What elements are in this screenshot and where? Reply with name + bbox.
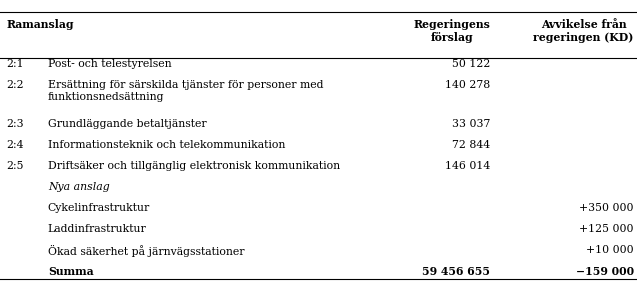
Text: 2:5: 2:5: [6, 161, 24, 171]
Text: Post- och telestyrelsen: Post- och telestyrelsen: [48, 59, 171, 69]
Text: 2:3: 2:3: [6, 119, 24, 129]
Text: Ramanslag: Ramanslag: [6, 19, 74, 30]
Text: Summa: Summa: [48, 266, 94, 277]
Text: Nya anslag: Nya anslag: [48, 182, 110, 192]
Text: Cykelinfrastruktur: Cykelinfrastruktur: [48, 203, 150, 213]
Text: +125 000: +125 000: [579, 224, 634, 234]
Text: Laddinfrastruktur: Laddinfrastruktur: [48, 224, 147, 234]
Text: +350 000: +350 000: [579, 203, 634, 213]
Text: 2:4: 2:4: [6, 140, 24, 150]
Text: Ersättning för särskilda tjänster för personer med
funktionsnedsättning: Ersättning för särskilda tjänster för pe…: [48, 80, 323, 102]
Text: 72 844: 72 844: [452, 140, 490, 150]
Text: Avvikelse från
regeringen (KD): Avvikelse från regeringen (KD): [533, 19, 634, 43]
Text: 140 278: 140 278: [445, 80, 490, 90]
Text: Driftsäker och tillgänglig elektronisk kommunikation: Driftsäker och tillgänglig elektronisk k…: [48, 161, 340, 171]
Text: 146 014: 146 014: [445, 161, 490, 171]
Text: 2:1: 2:1: [6, 59, 24, 69]
Text: Regeringens
förslag: Regeringens förslag: [413, 19, 490, 43]
Text: 33 037: 33 037: [452, 119, 490, 129]
Text: 59 456 655: 59 456 655: [422, 266, 490, 277]
Text: 50 122: 50 122: [452, 59, 490, 69]
Text: Grundläggande betaltjänster: Grundläggande betaltjänster: [48, 119, 206, 129]
Text: +10 000: +10 000: [586, 245, 634, 255]
Text: Informationsteknik och telekommunikation: Informationsteknik och telekommunikation: [48, 140, 285, 150]
Text: −159 000: −159 000: [576, 266, 634, 277]
Text: 2:2: 2:2: [6, 80, 24, 90]
Text: Ökad säkerhet på järnvägsstationer: Ökad säkerhet på järnvägsstationer: [48, 245, 244, 257]
